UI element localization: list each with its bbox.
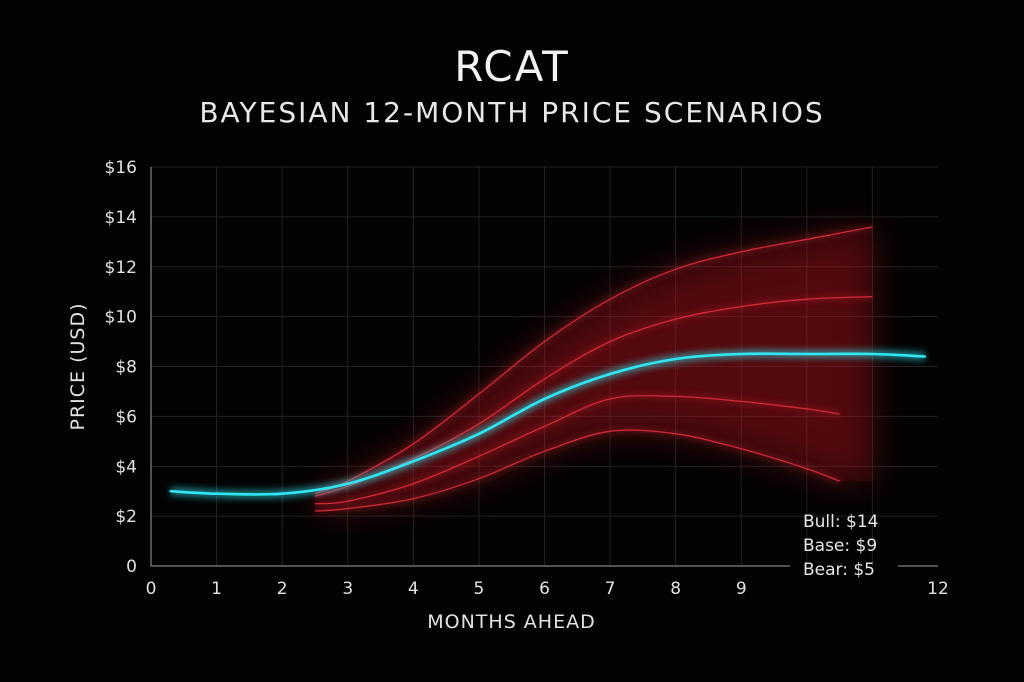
y-tick-label: 0 — [126, 557, 137, 577]
series-line-bear — [314, 429, 840, 512]
x-tick-label: 7 — [605, 579, 616, 599]
x-axis-label: MONTHS AHEAD — [427, 611, 595, 633]
y-tick-label: $16 — [105, 158, 137, 178]
x-tick-label: 6 — [539, 579, 550, 599]
x-tick-label: 8 — [670, 579, 681, 599]
series-line-lower — [314, 394, 840, 505]
x-tick-label: 5 — [474, 579, 485, 599]
y-tick-label: $14 — [105, 208, 137, 228]
legend-item-bull: Bull: $14 — [803, 512, 879, 532]
x-tick-label: 9 — [736, 579, 747, 599]
legend-item-base: Base: $9 — [803, 536, 878, 556]
y-tick-label: $6 — [115, 407, 137, 427]
y-tick-label: $8 — [115, 358, 137, 378]
chart-subtitle: BAYESIAN 12-MONTH PRICE SCENARIOS — [199, 96, 825, 129]
x-tick-label: 2 — [277, 579, 288, 599]
x-tick-label: 0 — [146, 579, 157, 599]
y-tick-label: $10 — [105, 308, 137, 328]
scenario-legend: Bull: $14 Base: $9 Bear: $5 — [803, 510, 878, 582]
x-tick-label: 12 — [927, 579, 949, 599]
x-tick-label: 4 — [408, 579, 419, 599]
y-axis-label: PRICE (USD) — [67, 303, 89, 431]
x-tick-label: 3 — [342, 579, 353, 599]
y-tick-label: $4 — [115, 457, 137, 477]
x-tick-label: 1 — [211, 579, 222, 599]
chart-title: RCAT — [454, 42, 570, 91]
axes: 0$2$4$6$8$10$12$14$160 1 2 3 4 5 6 7 8 9 12MONTHS … — [67, 158, 949, 633]
series-line-base — [169, 352, 927, 496]
legend-item-bear: Bear: $5 — [803, 560, 875, 580]
series-lines — [169, 224, 927, 514]
series-line-bull — [314, 226, 873, 495]
y-tick-label: $2 — [115, 507, 137, 527]
y-tick-label: $12 — [105, 258, 137, 278]
